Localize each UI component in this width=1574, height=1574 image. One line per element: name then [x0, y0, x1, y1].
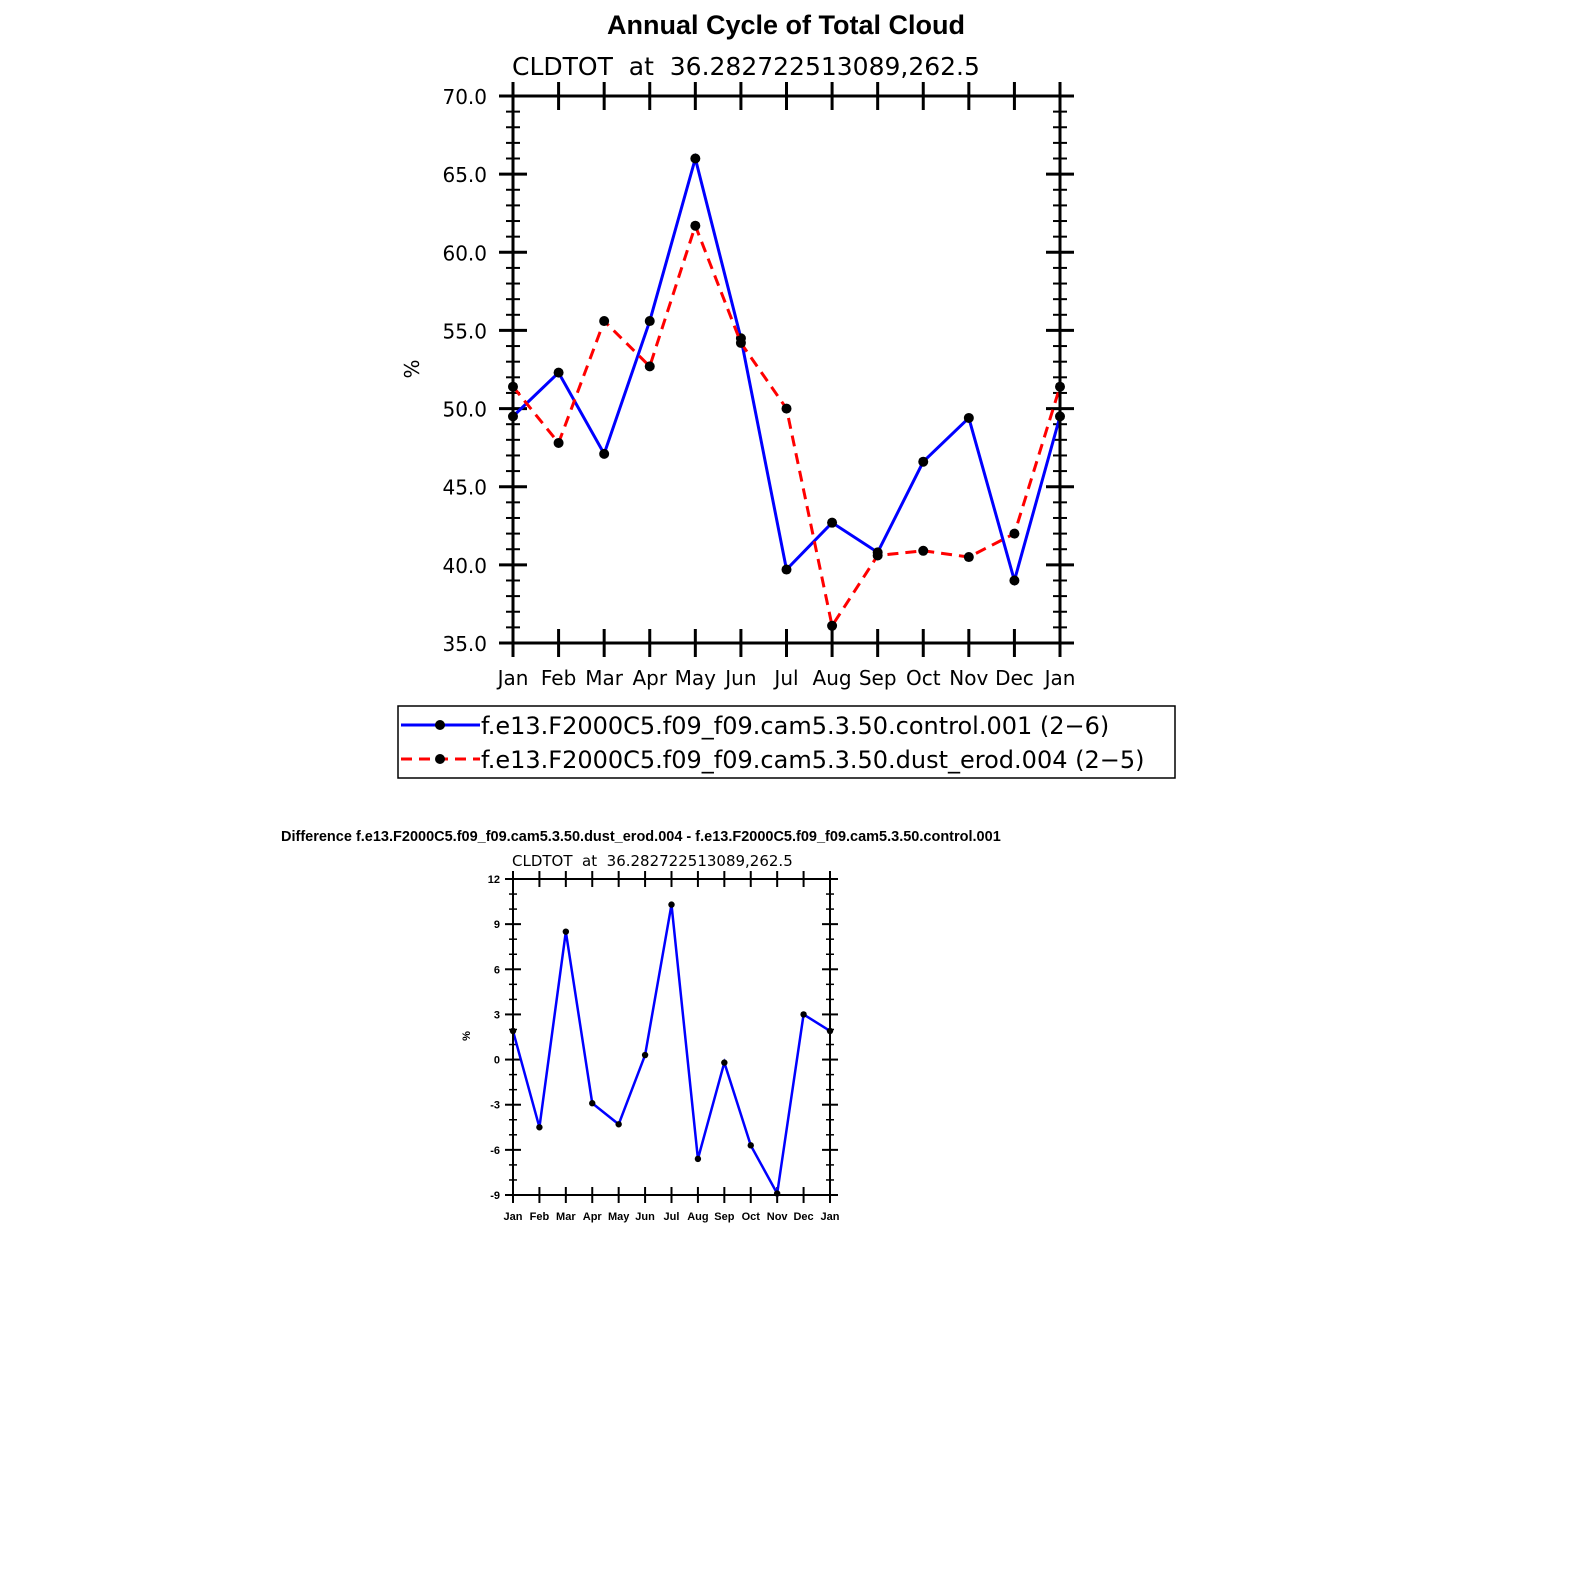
y-tick-label: 55.0	[442, 319, 487, 343]
y-tick-label: 0	[494, 1055, 500, 1067]
series-0-point	[721, 1059, 728, 1066]
x-tick-label: Nov	[767, 1211, 789, 1223]
x-tick-label: Jun	[723, 666, 756, 690]
legend-control-label: f.e13.F2000C5.f09_f09.cam5.3.50.control.…	[481, 712, 1109, 740]
difference-chart: Difference f.e13.F2000C5.f09_f09.cam5.3.…	[281, 829, 1001, 1223]
x-tick-label: Feb	[541, 666, 576, 690]
series-1-point	[553, 437, 564, 448]
series-0-point	[562, 928, 570, 935]
x-tick-label: May	[608, 1211, 630, 1223]
chart2-x-tick-labels: Jan Feb Mar Apr May Jun Jul Aug Sep Oct Nov Dec Jan	[504, 1211, 840, 1223]
series-0-point	[644, 316, 655, 327]
x-tick-label: Sep	[859, 666, 897, 690]
y-tick-label: 45.0	[442, 476, 487, 500]
x-tick-label: Aug	[687, 1211, 708, 1223]
y-tick-label: -6	[490, 1145, 500, 1157]
y-tick-label: 3	[494, 1009, 500, 1021]
series-0-point	[781, 564, 792, 575]
x-tick-label: Jan	[496, 666, 529, 690]
x-tick-label: Apr	[632, 666, 667, 690]
x-tick-label: Mar	[556, 1211, 576, 1223]
chart1-x-tick-labels: Jan Feb Mar Apr May Jun Jul Aug Sep Oct Nov Dec Jan	[496, 666, 1076, 690]
y-tick-label: -3	[490, 1100, 500, 1112]
legend-dust-marker	[435, 754, 445, 764]
series-1-point	[918, 545, 929, 556]
legend-control-marker	[435, 720, 445, 730]
series-1-point	[599, 316, 610, 327]
x-tick-label: Jul	[772, 666, 798, 690]
x-tick-label: Feb	[530, 1211, 550, 1223]
y-tick-label: 9	[494, 919, 500, 931]
x-tick-label: May	[675, 666, 717, 690]
series-0-point	[918, 456, 929, 467]
series-0-point	[641, 1051, 649, 1059]
chart2-subtitle: CLDTOT at 36.282722513089,262.5	[512, 852, 793, 870]
series-0-point	[599, 448, 610, 459]
chart1-y-tick-labels: 35.0 40.0 45.0 50.0 55.0 60.0 65.0 70.0	[442, 85, 487, 656]
x-tick-label: Nov	[949, 666, 988, 690]
chart2-ylabel: %	[461, 1031, 473, 1041]
y-tick-label: 35.0	[442, 632, 487, 656]
series-0-point	[827, 517, 838, 528]
chart2-y-tick-labels: -9 -6 -3 0 3 6 9 12	[488, 874, 500, 1202]
chart1-subtitle: CLDTOT at 36.282722513089,262.5	[512, 52, 980, 81]
annual-cycle-chart: Annual Cycle of Total Cloud CLDTOT at 36…	[397, 10, 1176, 779]
x-tick-label: Mar	[585, 666, 624, 690]
y-tick-label: 65.0	[442, 163, 487, 187]
series-0-point	[690, 153, 701, 164]
series-0-point	[747, 1142, 754, 1149]
x-tick-label: Aug	[813, 666, 852, 690]
chart2-plot-frame	[512, 878, 831, 1196]
x-tick-label: Sep	[714, 1211, 734, 1223]
series-0-point	[1009, 575, 1020, 586]
x-tick-label: Apr	[583, 1211, 603, 1223]
series-1-point	[1009, 528, 1020, 539]
chart2-series	[509, 901, 834, 1198]
x-tick-label: Jun	[635, 1211, 655, 1223]
series-0-point	[553, 367, 564, 378]
series-0-point	[694, 1155, 702, 1163]
series-0-point	[963, 412, 974, 423]
x-tick-label: Dec	[793, 1211, 813, 1223]
y-tick-label: 6	[494, 964, 500, 976]
x-tick-label: Dec	[995, 666, 1034, 690]
y-tick-label: -9	[490, 1190, 500, 1202]
y-tick-label: 12	[488, 874, 500, 886]
series-1-point	[735, 337, 746, 348]
series-0-point	[536, 1124, 543, 1131]
x-tick-label: Jan	[1043, 666, 1076, 690]
legend-box	[397, 705, 1176, 779]
y-tick-label: 60.0	[442, 241, 487, 265]
series-0-point	[800, 1011, 807, 1018]
series-0-point	[589, 1100, 596, 1107]
y-tick-label: 50.0	[442, 398, 487, 422]
series-1-point	[827, 620, 838, 631]
x-tick-label: Oct	[906, 666, 941, 690]
series-1-point	[781, 403, 792, 414]
x-tick-label: Jan	[504, 1211, 523, 1223]
x-tick-label: Jan	[821, 1211, 840, 1223]
chart1-legend: f.e13.F2000C5.f09_f09.cam5.3.50.control.…	[397, 705, 1176, 779]
series-0-point	[668, 901, 675, 908]
chart2-title: Difference f.e13.F2000C5.f09_f09.cam5.3.…	[281, 829, 1001, 845]
x-tick-label: Oct	[742, 1211, 761, 1223]
x-tick-label: Jul	[664, 1211, 680, 1223]
chart1-series	[508, 152, 1065, 631]
y-tick-label: 40.0	[442, 554, 487, 578]
series-1-point	[963, 552, 974, 563]
series-0-point	[615, 1121, 622, 1128]
series-1-point	[872, 550, 883, 561]
legend-dust-label: f.e13.F2000C5.f09_f09.cam5.3.50.dust_ero…	[481, 746, 1144, 774]
series-1-point	[690, 220, 701, 231]
y-tick-label: 70.0	[442, 85, 487, 109]
chart1-title: Annual Cycle of Total Cloud	[607, 10, 965, 40]
chart1-ylabel: %	[400, 359, 424, 378]
series-1-point	[644, 361, 655, 372]
chart1-plot-frame	[511, 94, 1062, 645]
